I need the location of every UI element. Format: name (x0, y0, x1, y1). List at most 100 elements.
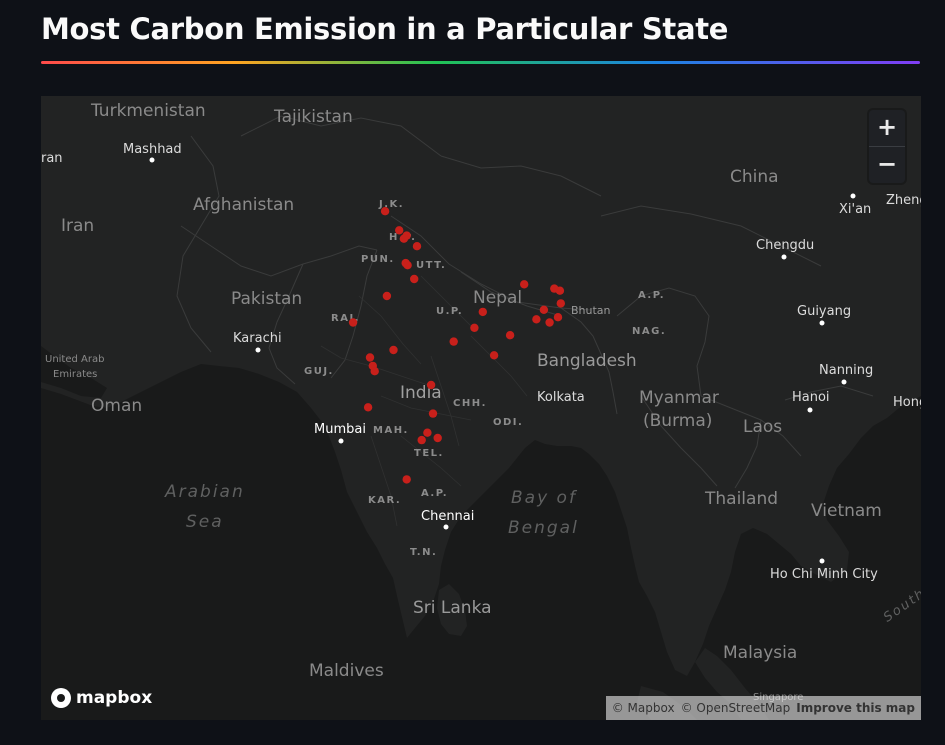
city-dot-hochiminh (819, 558, 825, 564)
label-zhengzhou-partial: Zheng (886, 193, 921, 208)
label-turkmenistan: Turkmenistan (90, 101, 206, 121)
label-india: India (400, 383, 442, 403)
label-bhutan: Bhutan (571, 304, 611, 317)
zoom-in-button[interactable]: + (876, 113, 898, 141)
label-state-ap-north: A.P. (638, 290, 665, 301)
label-kolkata: Kolkata (537, 390, 585, 405)
emission-marker-14[interactable] (389, 345, 398, 355)
label-bangladesh: Bangladesh (537, 351, 637, 371)
emission-marker-31[interactable] (433, 433, 442, 443)
label-oman: Oman (91, 396, 142, 416)
label-xian: Xi'an (839, 202, 871, 217)
emission-marker-16[interactable] (426, 380, 436, 390)
emission-marker-1[interactable] (380, 207, 390, 216)
page-title: Most Carbon Emission in a Particular Sta… (41, 12, 729, 46)
landmass-sri-lanka (437, 584, 467, 636)
emission-marker-13[interactable] (370, 367, 379, 376)
title-divider (41, 61, 920, 64)
emission-marker-19[interactable] (478, 307, 487, 317)
emission-markers[interactable] (348, 207, 565, 484)
emission-marker-29[interactable] (428, 409, 438, 418)
country-labels: Turkmenistan Tajikistan Afghanistan Iran… (45, 101, 882, 681)
emission-marker-10[interactable] (348, 318, 358, 327)
emission-marker-9[interactable] (382, 291, 392, 301)
improve-map-link[interactable]: Improve this map (796, 701, 915, 715)
emission-marker-18[interactable] (470, 323, 479, 332)
attribution-mapbox-link[interactable]: © Mapbox (611, 701, 675, 715)
label-karachi: Karachi (233, 331, 282, 346)
label-hanoi: Hanoi (792, 390, 830, 405)
city-dot-chengdu (781, 254, 787, 260)
emission-marker-11[interactable] (365, 353, 375, 362)
emission-marker-20[interactable] (505, 331, 515, 340)
label-malaysia: Malaysia (723, 643, 797, 663)
city-dot-xian (850, 193, 856, 199)
emission-marker-32[interactable] (363, 403, 373, 412)
emission-marker-5[interactable] (412, 242, 422, 251)
label-state-tel: TEL. (414, 448, 444, 459)
map-container[interactable]: Turkmenistan Tajikistan Afghanistan Iran… (41, 96, 921, 720)
label-uae-1: United Arab (45, 354, 104, 365)
label-vietnam: Vietnam (811, 501, 882, 521)
label-iran-partial: ran (41, 151, 63, 166)
emission-marker-26[interactable] (556, 299, 565, 308)
label-state-raj: RAJ. (331, 313, 360, 324)
mapbox-logo-text: mapbox (76, 688, 153, 708)
emission-marker-33[interactable] (417, 435, 426, 445)
map-attribution: © Mapbox © OpenStreetMap Improve this ma… (605, 696, 921, 720)
label-state-utt: UTT. (416, 260, 446, 271)
city-dot-mumbai (338, 438, 344, 444)
zoom-control: + − (869, 110, 905, 183)
label-afghanistan: Afghanistan (193, 195, 294, 215)
emission-marker-15[interactable] (449, 337, 458, 346)
zoom-out-button[interactable]: − (876, 150, 898, 178)
label-state-nag: NAG. (632, 326, 666, 337)
label-mashhad: Mashhad (123, 142, 182, 157)
label-state-ap-south: A.P. (421, 488, 448, 499)
city-dot-hanoi (807, 407, 813, 413)
label-state-jk: J.K. (378, 199, 404, 210)
emission-marker-8[interactable] (410, 274, 419, 284)
attribution-osm-link[interactable]: © OpenStreetMap (680, 701, 791, 715)
label-guiyang: Guiyang (797, 304, 851, 319)
label-chennai: Chennai (421, 509, 474, 524)
map-canvas[interactable]: Turkmenistan Tajikistan Afghanistan Iran… (41, 96, 921, 720)
emission-marker-30[interactable] (423, 428, 432, 437)
label-state-odi: ODI. (493, 417, 523, 428)
zoom-divider (869, 146, 905, 147)
emission-marker-4[interactable] (399, 234, 409, 243)
emission-marker-7[interactable] (403, 261, 412, 270)
label-bay-of-bengal-1: Bay of (511, 488, 578, 508)
label-hongkong-partial: Hong (893, 395, 921, 410)
emission-marker-2[interactable] (395, 226, 404, 235)
label-arabian-sea-2: Sea (186, 512, 224, 532)
label-sri-lanka: Sri Lanka (413, 598, 492, 618)
city-labels: ran Mashhad Karachi Mumbai Kolkata Chenn… (41, 142, 921, 703)
emission-marker-25[interactable] (555, 286, 565, 295)
label-laos: Laos (743, 417, 782, 437)
label-state-pun: PUN. (361, 254, 395, 265)
label-hochiminh: Ho Chi Minh City (770, 567, 878, 582)
label-arabian-sea-1: Arabian (164, 482, 245, 502)
emission-marker-23[interactable] (545, 318, 554, 327)
emission-marker-22[interactable] (539, 305, 549, 314)
emission-marker-21[interactable] (520, 280, 529, 289)
landmass-asia (41, 96, 921, 676)
emission-marker-34[interactable] (402, 475, 411, 484)
label-state-tn: T.N. (410, 547, 437, 558)
label-mumbai: Mumbai (314, 422, 366, 437)
gulf-water (41, 346, 107, 398)
label-maldives: Maldives (309, 661, 384, 681)
label-nanning: Nanning (819, 363, 873, 378)
mapbox-logo[interactable]: mapbox (51, 688, 152, 708)
mapbox-logo-icon (51, 688, 71, 708)
label-myanmar-1: Myanmar (639, 388, 719, 408)
city-dot-guiyang (819, 320, 825, 326)
label-state-mah: MAH. (373, 425, 409, 436)
label-state-guj: GUJ. (304, 366, 334, 377)
label-china: China (730, 167, 779, 187)
emission-marker-28[interactable] (532, 315, 541, 324)
label-state-chh: CHH. (453, 398, 487, 409)
emission-marker-17[interactable] (489, 351, 499, 360)
emission-marker-27[interactable] (553, 313, 563, 322)
